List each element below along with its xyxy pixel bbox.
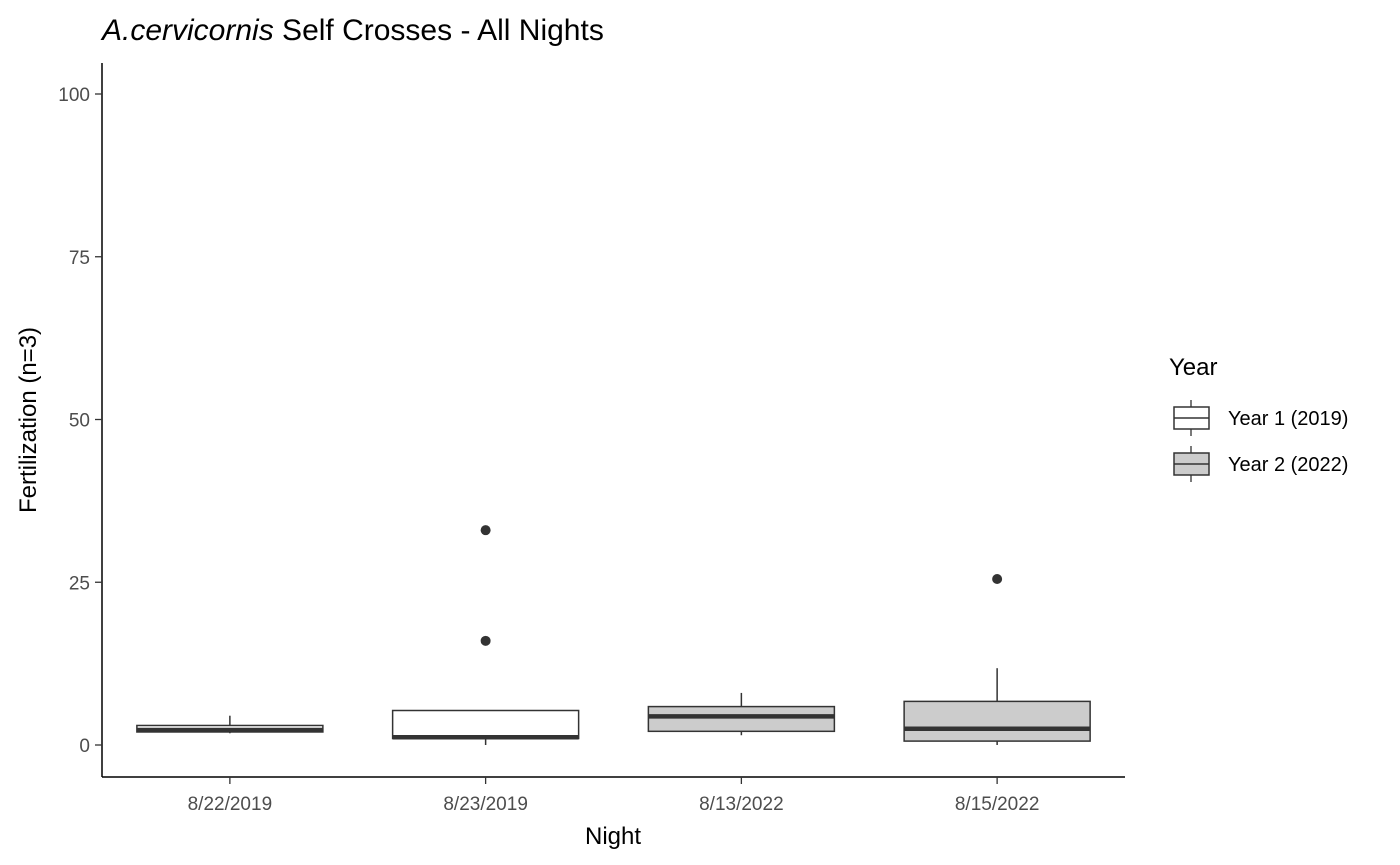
box-body: [903, 700, 1091, 742]
box-8/22/2019: [136, 715, 324, 734]
legend-item: Year 2 (2022): [1173, 446, 1348, 482]
legend: Year Year 1 (2019) Year 2 (2022): [1169, 354, 1348, 482]
legend-item: Year 1 (2019): [1173, 400, 1348, 436]
box-body: [391, 709, 580, 740]
outlier-point: [480, 635, 491, 646]
legend-title: Year: [1169, 354, 1218, 381]
x-tick-label: 8/23/2019: [443, 794, 528, 815]
box-8/15/2022: [903, 573, 1091, 745]
y-tick-label: 0: [79, 736, 90, 757]
y-tick-label: 50: [69, 411, 90, 432]
outlier-point: [480, 525, 491, 536]
y-axis-title: Fertilization (n=3): [15, 327, 42, 513]
y-tick-label: 25: [69, 573, 90, 594]
chart-title: A.cervicornis Self Crosses - All Nights: [100, 14, 604, 47]
plot-area: [136, 525, 1091, 745]
box-body: [647, 705, 836, 733]
legend-label: Year 1 (2019): [1228, 408, 1348, 430]
box-8/23/2019: [391, 525, 580, 745]
x-axis-title: Night: [585, 823, 641, 850]
chart-title-italic: A.cervicornis: [100, 14, 274, 47]
x-tick-label: 8/15/2022: [955, 794, 1040, 815]
y-tick-label: 100: [58, 85, 90, 106]
x-axis-ticks: 8/22/2019 8/23/2019 8/13/2022 8/15/2022: [188, 777, 1040, 815]
chart-title-rest: Self Crosses - All Nights: [274, 14, 604, 47]
x-tick-label: 8/22/2019: [188, 794, 273, 815]
y-tick-label: 75: [69, 248, 90, 269]
y-axis-ticks: 0 25 50 75 100: [58, 85, 102, 757]
box-8/13/2022: [647, 692, 836, 736]
x-tick-label: 8/13/2022: [699, 794, 784, 815]
legend-label: Year 2 (2022): [1228, 454, 1348, 476]
outlier-point: [992, 573, 1003, 584]
